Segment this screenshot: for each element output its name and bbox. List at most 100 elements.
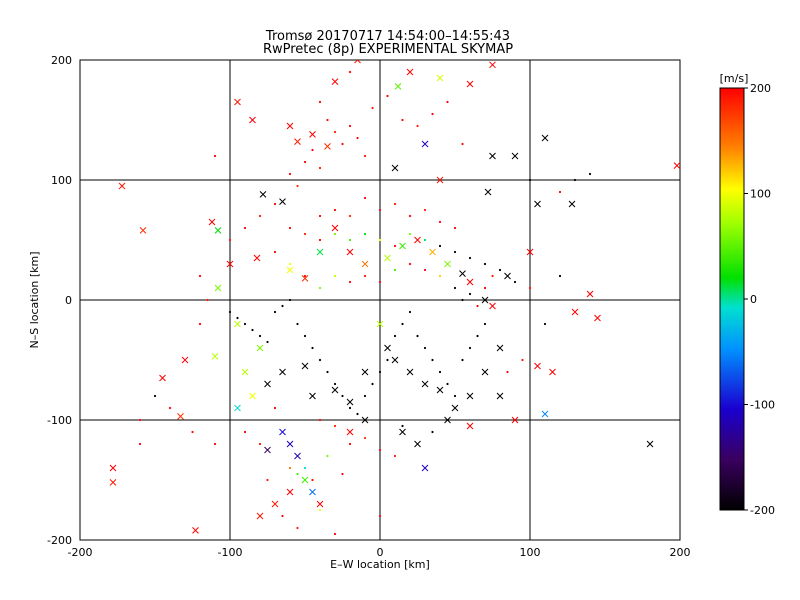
data-point-x (331, 78, 339, 85)
colorbar-tick-label: -200 (750, 504, 775, 517)
data-point-dot (258, 334, 262, 338)
x-axis-title: E–W location [km] (330, 558, 430, 571)
data-point-dot (401, 118, 404, 122)
data-point-x (286, 266, 294, 274)
data-point-dot (288, 172, 292, 176)
data-point-x (466, 422, 474, 430)
data-point-dot (296, 184, 299, 188)
data-point-dot (273, 202, 277, 206)
data-point-dot (348, 406, 352, 410)
y-tick-label: -100 (47, 414, 72, 427)
data-point-dot (408, 232, 412, 236)
data-point-dot (431, 112, 434, 116)
data-point-dot (363, 196, 367, 200)
data-point-x (331, 224, 339, 232)
data-point-dot (483, 322, 487, 326)
data-point-dot (558, 274, 562, 278)
data-point-x (177, 413, 184, 420)
colorbar (719, 87, 745, 511)
data-point-x (511, 416, 519, 424)
data-point-dot (446, 382, 449, 386)
data-point-dot (348, 442, 352, 446)
data-point-x (271, 500, 279, 508)
data-point-dot (356, 412, 359, 416)
data-point-dot (273, 250, 277, 254)
chart-title: Tromsø 20170717 14:54:00–14:55:43 (265, 29, 510, 44)
data-point-dot (288, 298, 292, 302)
data-point-dot (416, 124, 419, 128)
data-point-x (489, 61, 496, 69)
data-point-dot (311, 148, 314, 152)
data-point-x (541, 134, 549, 142)
data-point-dot (138, 442, 142, 446)
data-point-x (444, 416, 451, 424)
data-point-x (286, 488, 294, 496)
data-point-dot (378, 280, 382, 284)
data-point-dot (318, 286, 322, 290)
data-point-dot (303, 466, 307, 470)
data-point-dot (378, 370, 382, 374)
data-point-dot (588, 172, 592, 176)
data-point-dot (476, 304, 479, 308)
data-point-dot (468, 256, 472, 260)
data-point-dot (393, 268, 397, 272)
axis-ticks: -200 -100 0 100 200 -200 -100 0 100 200 (47, 54, 690, 559)
data-point-x (316, 248, 324, 256)
data-point-x (226, 260, 234, 268)
data-point-dot (528, 286, 532, 290)
data-point-dot (348, 124, 352, 128)
data-point-dot (206, 298, 209, 302)
data-point-dot (431, 358, 434, 362)
data-point-dot (401, 322, 404, 326)
data-point-dot (363, 232, 367, 236)
data-point-x (421, 140, 429, 148)
data-point-dot (378, 208, 382, 212)
data-point-dot (303, 160, 307, 164)
x-tick-label: 0 (377, 546, 384, 559)
data-point-x (534, 362, 541, 370)
data-point-x (192, 527, 199, 534)
data-point-x (264, 380, 271, 388)
data-point-dot (318, 166, 322, 170)
data-point-dot (416, 334, 419, 338)
data-point-dot (311, 346, 314, 350)
data-point-x (294, 452, 301, 460)
data-point-dot (213, 154, 217, 158)
data-point-x (504, 272, 511, 280)
data-point-dot (266, 340, 269, 344)
data-point-x (466, 392, 474, 400)
data-point-x (414, 440, 421, 448)
data-point-x (249, 392, 256, 400)
data-point-dot (438, 370, 442, 374)
data-point-x (301, 476, 309, 484)
data-point-x (399, 428, 406, 436)
data-point-x (594, 314, 601, 322)
colorbar-tick-label: -100 (750, 399, 775, 412)
data-point-dot (461, 298, 464, 302)
data-point-x (286, 440, 294, 448)
data-point-dot (438, 244, 442, 248)
data-point-dot (333, 208, 337, 212)
data-point-x (484, 188, 492, 196)
x-tick-label: 200 (670, 546, 691, 559)
data-point-dot (401, 424, 404, 428)
data-point-x (346, 428, 354, 436)
data-point-dot (438, 220, 442, 224)
data-point-x (361, 260, 369, 268)
data-point-dot (236, 316, 239, 320)
data-point-dot (363, 394, 367, 398)
data-point-dot (393, 202, 397, 206)
data-point-dot (408, 310, 412, 314)
data-point-x (301, 275, 309, 282)
data-point-x (646, 440, 654, 448)
data-point-x (316, 500, 324, 508)
data-point-x (234, 320, 241, 328)
data-point-x (466, 80, 474, 88)
data-point-dot (453, 394, 457, 398)
data-point-x (361, 368, 369, 376)
data-point-x (354, 60, 361, 64)
data-point-dot (513, 280, 517, 284)
y-axis-title: N–S location [km] (28, 251, 41, 348)
data-point-dot (213, 442, 217, 446)
data-point-dot (333, 382, 337, 386)
